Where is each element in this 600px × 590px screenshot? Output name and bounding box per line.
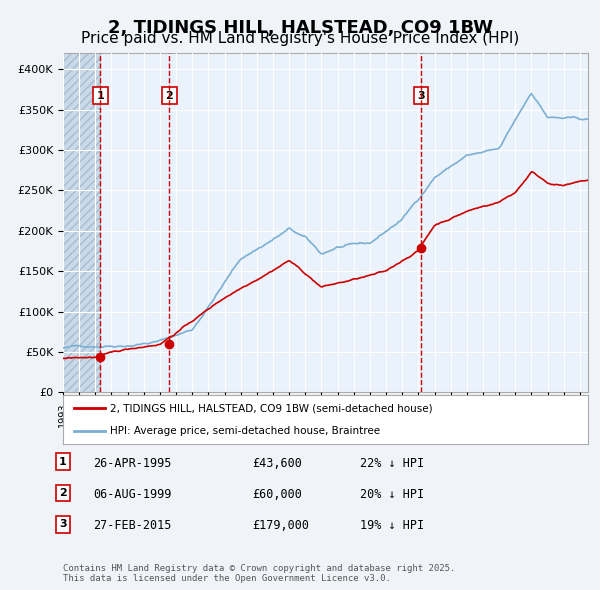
Text: 20% ↓ HPI: 20% ↓ HPI — [360, 488, 424, 501]
Bar — [63, 53, 100, 392]
Text: £43,600: £43,600 — [252, 457, 302, 470]
Text: 19% ↓ HPI: 19% ↓ HPI — [360, 519, 424, 532]
Text: 27-FEB-2015: 27-FEB-2015 — [93, 519, 172, 532]
Text: £179,000: £179,000 — [252, 519, 309, 532]
Text: 2: 2 — [59, 488, 67, 498]
Text: 1: 1 — [97, 90, 104, 100]
Text: Price paid vs. HM Land Registry's House Price Index (HPI): Price paid vs. HM Land Registry's House … — [81, 31, 519, 46]
Text: 26-APR-1995: 26-APR-1995 — [93, 457, 172, 470]
Text: 06-AUG-1999: 06-AUG-1999 — [93, 488, 172, 501]
Text: £60,000: £60,000 — [252, 488, 302, 501]
Text: 1: 1 — [59, 457, 67, 467]
Text: Contains HM Land Registry data © Crown copyright and database right 2025.
This d: Contains HM Land Registry data © Crown c… — [63, 563, 455, 583]
Text: 3: 3 — [59, 519, 67, 529]
Text: 2, TIDINGS HILL, HALSTEAD, CO9 1BW (semi-detached house): 2, TIDINGS HILL, HALSTEAD, CO9 1BW (semi… — [110, 404, 433, 414]
Text: 2, TIDINGS HILL, HALSTEAD, CO9 1BW: 2, TIDINGS HILL, HALSTEAD, CO9 1BW — [107, 19, 493, 37]
Text: 3: 3 — [417, 90, 425, 100]
Text: 2: 2 — [166, 90, 173, 100]
Text: HPI: Average price, semi-detached house, Braintree: HPI: Average price, semi-detached house,… — [110, 425, 380, 435]
Text: 22% ↓ HPI: 22% ↓ HPI — [360, 457, 424, 470]
